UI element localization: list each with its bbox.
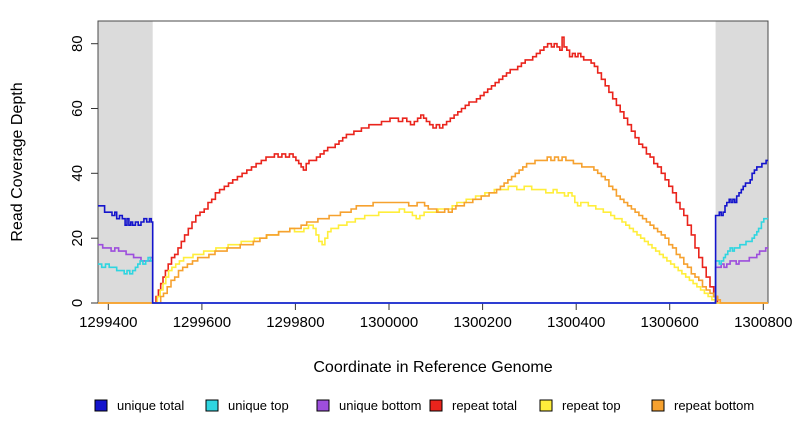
series-line-repeat-total [98,36,768,304]
y-tick-label: 80 [69,35,86,52]
y-tick-label: 20 [69,230,86,247]
series-line-unique-bottom [98,243,768,304]
x-axis-title: Coordinate in Reference Genome [313,359,552,376]
series-line-unique-top [98,217,768,304]
legend-swatch-unique-bottom [316,399,330,412]
y-tick-label: 60 [69,100,86,117]
shaded-region [715,21,768,303]
legend-swatch-repeat-bottom [651,399,665,412]
series-line-unique-total [98,159,768,304]
series-line-repeat-bottom [98,156,768,304]
x-tick-label: 1300800 [734,314,792,331]
x-tick-label: 1300400 [547,314,605,331]
legend-label-unique-total: unique total [117,398,184,413]
x-tick-label: 1299600 [173,314,231,331]
plot-dynamic-layer: 1299400 1299600 1299800 1300000 1300200 13004… [69,20,792,413]
shaded-region [98,21,153,303]
legend-label-repeat-total: repeat total [452,398,517,413]
series-line-repeat-top [98,185,768,304]
x-tick-label: 1299800 [266,314,324,331]
x-tick-label: 1300200 [453,314,511,331]
legend-label-unique-top: unique top [228,398,289,413]
y-tick-label: 40 [69,165,86,182]
x-tick-label: 1299400 [79,314,137,331]
legend-swatch-unique-total [94,399,108,412]
legend-label-repeat-top: repeat top [562,398,621,413]
y-axis-title: Read Coverage Depth [9,82,26,241]
x-tick-label: 1300600 [640,314,698,331]
legend-swatch-repeat-top [539,399,553,412]
y-tick-label: 0 [69,299,86,307]
x-tick-label: 1300000 [360,314,418,331]
legend-swatch-unique-top [205,399,219,412]
legend-label-unique-bottom: unique bottom [339,398,421,413]
legend-label-repeat-bottom: repeat bottom [674,398,754,413]
legend-swatch-repeat-total [429,399,443,412]
